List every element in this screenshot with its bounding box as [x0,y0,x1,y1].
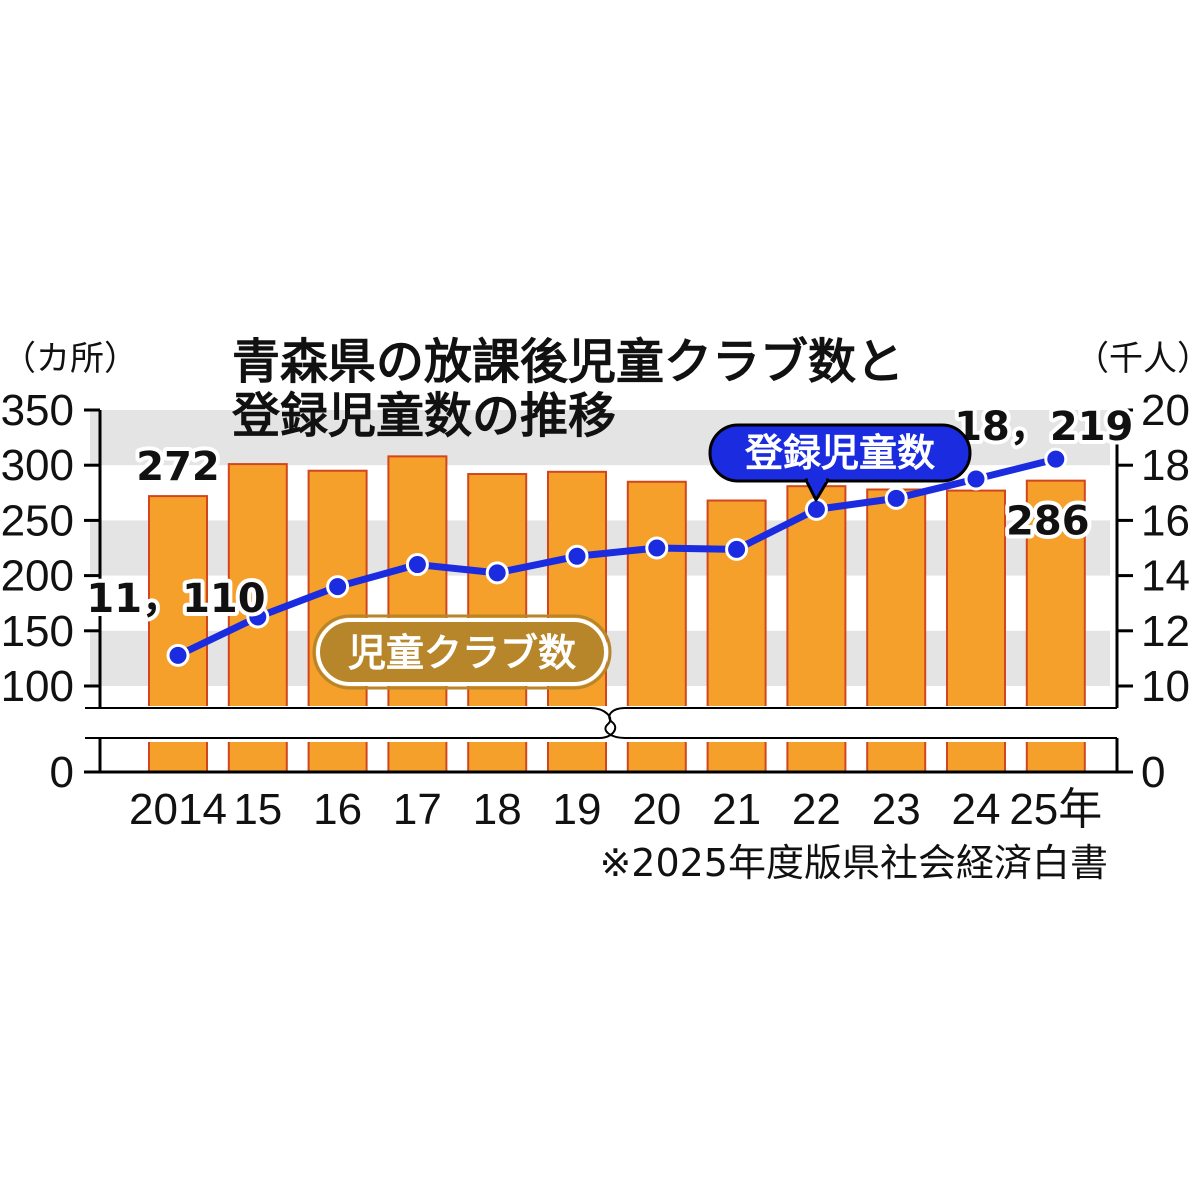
line-registered-children [176,455,1057,659]
x-tick-label: 2014 [129,785,227,834]
labels: 272 286 11，110 18，219 [82,400,1137,626]
point-17 [405,553,429,577]
legend-registered-children: 登録児童数 [708,423,972,502]
point-16 [326,575,350,599]
line-series [166,447,1068,667]
right-tick-label: 14 [1141,552,1190,601]
source-note: ※2025年度版県社会経済白書 [599,841,1108,885]
point-15 [246,605,270,629]
x-tick-label: 18 [473,785,522,834]
line-label-first: 11，110 [86,576,265,622]
right-tick-label: 20 [1141,386,1190,435]
chart-title-line1: 青森県の放課後児童クラブ数と [232,334,904,390]
point-22 [804,497,828,521]
x-tick-label: 17 [393,785,442,834]
left-tick-label: 100 [1,662,74,711]
x-tick-label: 15 [233,785,282,834]
x-tick-label: 21 [712,785,761,834]
line-label-last: 18，219 [954,404,1133,450]
x-tick-label: 22 [792,785,841,834]
left-axis-unit: （カ所） [2,339,138,379]
x-tick-label: 19 [553,785,602,834]
left-tick-label: 0 [50,748,74,797]
x-tick-label: 24 [952,785,1001,834]
legend-registered-children-label: 登録児童数 [744,431,935,475]
legend-club-count: 児童クラブ数 [312,614,612,690]
point-25年 [1044,447,1068,471]
right-tick-label: 16 [1141,496,1190,545]
point-2014 [166,643,190,667]
right-tick-label: 18 [1141,441,1190,490]
point-20 [645,536,669,560]
x-tick-label: 16 [313,785,362,834]
legend-club-count-label: 児童クラブ数 [348,631,576,675]
bar-label-last: 286 [1006,499,1090,545]
left-tick-label: 300 [1,441,74,490]
point-21 [725,537,749,561]
point-19 [565,544,589,568]
right-tick-label: 0 [1141,748,1165,797]
axis-break [85,706,1117,742]
left-tick-label: 150 [1,607,74,656]
left-tick-label: 250 [1,496,74,545]
left-tick-label: 200 [1,552,74,601]
left-tick-label: 350 [1,386,74,435]
x-tick-label: 20 [632,785,681,834]
point-18 [485,561,509,585]
right-tick-label: 12 [1141,607,1190,656]
point-23 [884,486,908,510]
chart-title-line2: 登録児童数の推移 [231,388,616,444]
right-axis-unit: （千人） [1075,339,1200,379]
right-tick-label: 10 [1141,662,1190,711]
bar-label-first: 272 [136,444,220,490]
x-tick-label: 25年 [1009,785,1102,834]
point-24 [964,467,988,491]
x-tick-label: 23 [872,785,921,834]
